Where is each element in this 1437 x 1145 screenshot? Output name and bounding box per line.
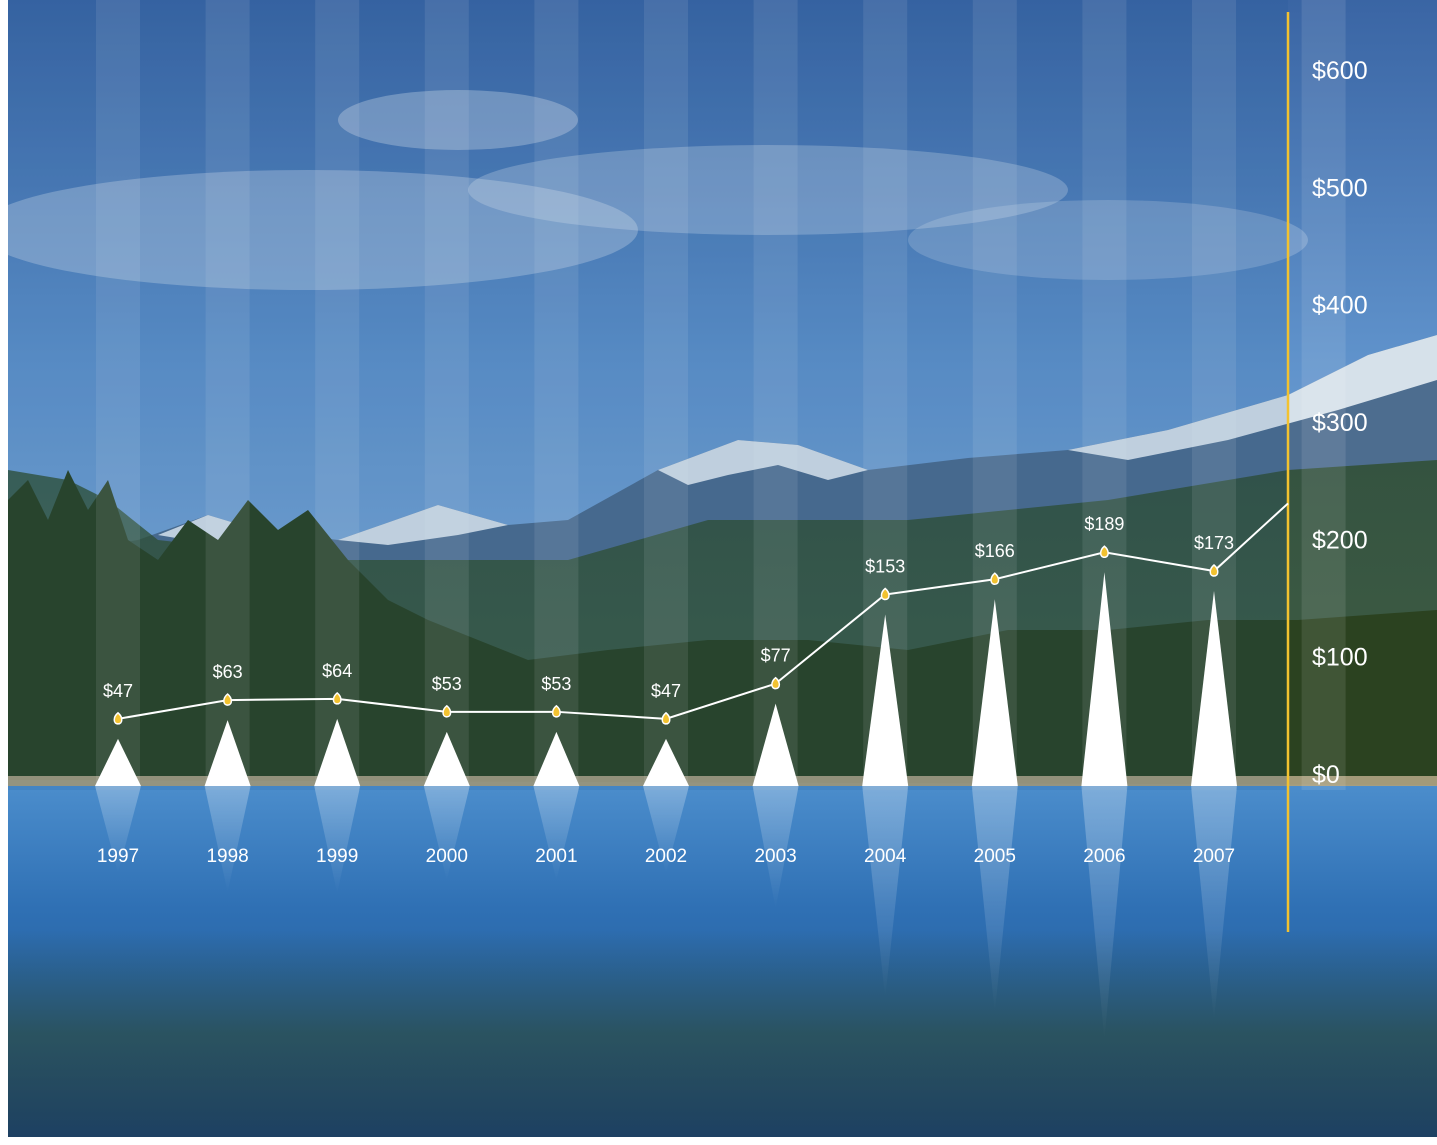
x-tick-label: 2006 — [1083, 846, 1125, 867]
stripe-band — [205, 0, 250, 790]
y-tick-label: $600 — [1312, 57, 1368, 85]
value-spike — [971, 599, 1018, 786]
cloud — [468, 145, 1068, 235]
value-spike — [752, 703, 799, 786]
data-label: $47 — [103, 681, 133, 701]
stripe-band — [315, 0, 360, 790]
data-label: $64 — [322, 661, 352, 681]
spike-reflections — [95, 786, 1237, 1040]
y-tick-label: $200 — [1312, 526, 1368, 554]
chart-scene: $0 $100 $200 $300 $400 $500 $600 $47 $63 $64 $53 $… — [8, 0, 1437, 1137]
y-tick-label: $0 — [1312, 761, 1340, 789]
data-point-marker — [880, 587, 890, 601]
vertical-stripes — [8, 0, 1346, 790]
data-point-marker — [1209, 564, 1219, 577]
value-spike — [204, 720, 251, 786]
x-tick-label: 2007 — [1193, 846, 1235, 867]
y-tick-label: $400 — [1312, 292, 1368, 320]
stripe-band — [96, 0, 140, 790]
data-point-markers — [113, 545, 1219, 725]
stripe-band — [424, 0, 469, 790]
x-tick-label: 2002 — [645, 846, 687, 867]
y-axis-ticks: $0 $100 $200 $300 $400 $500 $600 — [1312, 57, 1368, 789]
x-tick-label: 2001 — [535, 846, 577, 867]
cloud — [338, 90, 578, 150]
value-spike — [533, 731, 580, 786]
spike-reflection — [314, 786, 361, 894]
data-label: $153 — [865, 556, 905, 576]
data-point-marker — [661, 711, 671, 725]
x-tick-label: 2004 — [864, 846, 907, 867]
spike-reflection — [423, 786, 470, 881]
value-spike — [423, 731, 470, 786]
spike-reflection — [1191, 786, 1237, 1021]
data-label: $63 — [213, 662, 243, 682]
spike-reflection — [971, 786, 1018, 1013]
x-tick-label: 2005 — [974, 846, 1016, 867]
value-spikes — [95, 572, 1237, 786]
y-tick-label: $300 — [1312, 409, 1368, 437]
series-line — [117, 502, 1289, 720]
x-tick-label: 1998 — [206, 846, 248, 867]
shoreline — [8, 776, 1437, 786]
x-tick-label: 2000 — [426, 846, 468, 867]
data-label: $173 — [1194, 533, 1234, 553]
y-tick-label: $500 — [1312, 174, 1368, 202]
value-spike — [1191, 591, 1237, 786]
landscape-background — [8, 0, 1437, 1137]
data-point-marker — [442, 704, 452, 718]
spike-reflection — [752, 786, 799, 909]
data-point-marker — [332, 691, 342, 705]
data-point-marker — [551, 704, 561, 718]
foreground-trees — [8, 470, 1437, 785]
x-tick-label: 1997 — [97, 846, 139, 867]
data-label: $53 — [541, 674, 571, 694]
spike-reflection — [204, 786, 251, 892]
value-spike — [1081, 572, 1128, 786]
lake-reflection — [8, 930, 1437, 1137]
chart-svg: $0$100$200$300$400$500$600 $47$63 $64$53 $… — [8, 0, 1437, 1137]
spike-reflection — [1081, 786, 1128, 1040]
data-label: $189 — [1084, 514, 1124, 534]
data-label: $166 — [975, 541, 1015, 561]
x-tick-label: 2003 — [754, 846, 796, 867]
value-spike — [862, 614, 909, 786]
cloud — [908, 200, 1308, 280]
chart-tint — [8, 0, 1288, 790]
spike-reflection — [643, 786, 689, 874]
data-label: $47 — [651, 681, 681, 701]
spike-reflection — [862, 786, 909, 998]
data-point-marker — [113, 711, 123, 725]
data-label: $77 — [761, 646, 791, 666]
x-tick-label: 1999 — [316, 846, 358, 867]
data-point-marker — [771, 676, 781, 690]
spike-reflection — [533, 786, 580, 881]
data-point-marker — [223, 693, 233, 706]
y-tick-label: $100 — [1312, 644, 1368, 672]
value-spike — [95, 738, 141, 786]
value-spike — [643, 738, 689, 786]
value-spike — [314, 718, 361, 786]
cloud — [8, 170, 638, 290]
mountain-snow — [158, 335, 1437, 545]
data-point-marker — [990, 572, 1000, 585]
stripe-band — [644, 0, 688, 790]
stripe-band — [753, 0, 798, 790]
stripe-band — [1301, 0, 1346, 790]
data-point-marker — [1099, 545, 1109, 558]
x-axis-labels: 1997 1998 1999 2000 2001 2002 2003 2004 2005 2006… — [97, 846, 1235, 867]
stripe-band — [534, 0, 579, 790]
data-labels: $47 $63 $64 $53 $53 $47 $77 $153 $166 $189 $173 — [103, 514, 1234, 701]
spike-reflection — [95, 786, 141, 874]
data-label: $53 — [432, 674, 462, 694]
